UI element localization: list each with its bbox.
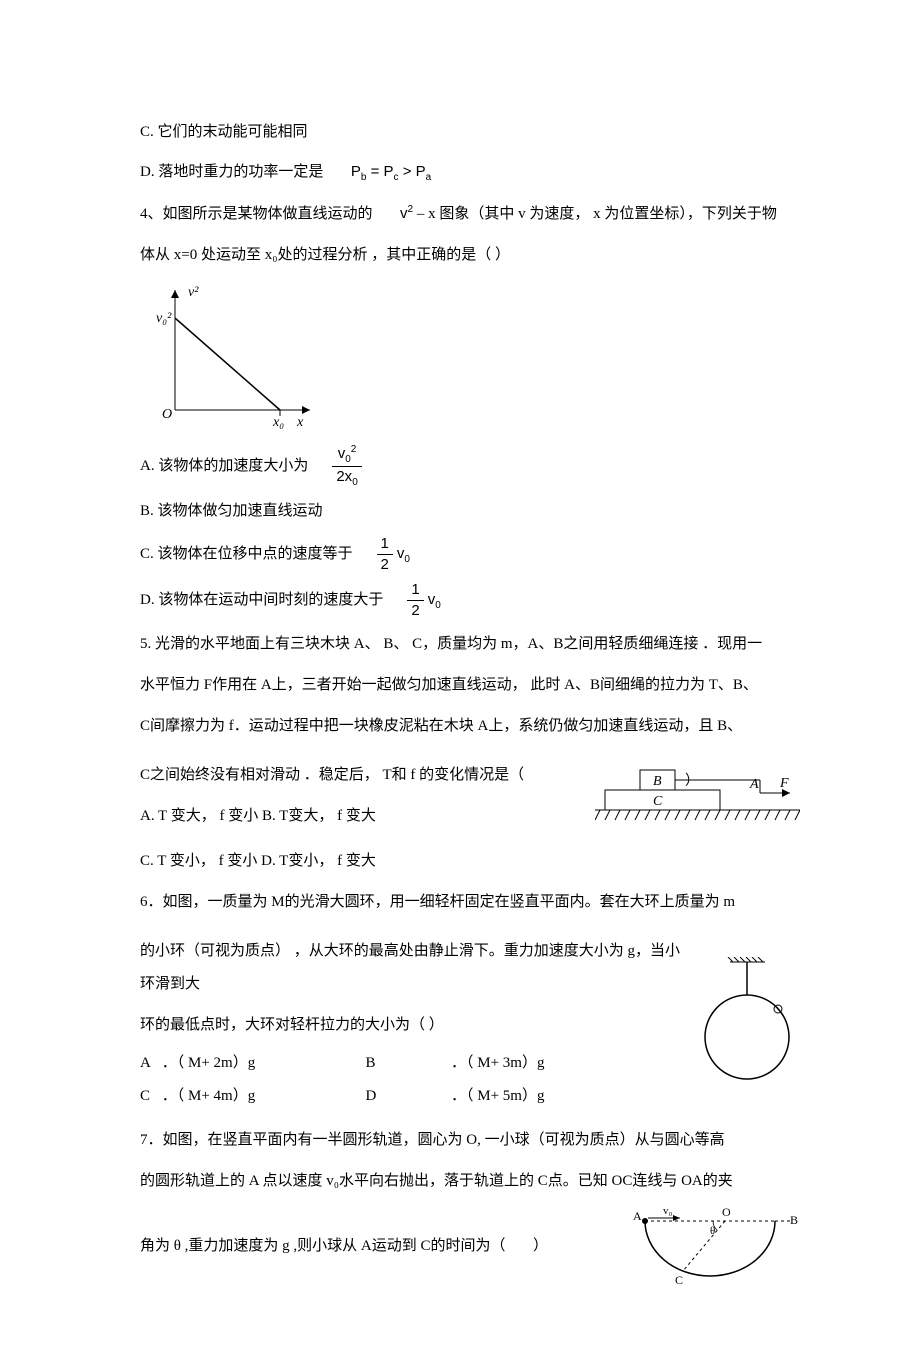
q6-line3: 环的最低点时，大环对轻杆拉力的大小为（ ） (140, 1009, 680, 1042)
q4-v-sup: 2 (408, 204, 414, 215)
q6-optd-text: ．（ M+ 5m）g (451, 1083, 544, 1110)
q7-line2: 的圆形轨道上的 A 点以速度 v₀水平向右抛出，落于轨道上的 C点。已知 OC连… (140, 1165, 800, 1198)
q5-line2: 水平恒力 F作用在 A上，三者开始一起做匀加速直线运动， 此时 A、B间细绳的拉… (140, 669, 800, 702)
q5-diagram: B C A F ） (595, 765, 800, 825)
q3-gt: > P (399, 163, 426, 180)
q7-label-o: O (722, 1206, 731, 1219)
q5-label-b: B (653, 774, 662, 789)
q4-graph-y0: v₀² (156, 311, 172, 326)
q5-line3: C间摩擦力为 f．运动过程中把一块橡皮泥粘在木块 A上，系统仍做匀加速直线运动，… (140, 710, 800, 743)
q5-option-cd: C. T 变小， f 变小 D. T变小， f 变大 (140, 845, 800, 878)
q4-stem-2: 体从 x=0 处运动至 x₀处的过程分析 ，其中正确的是（ ） (140, 239, 800, 272)
q4-x: x 为位置坐标），下列关于物 (593, 206, 777, 222)
q5-line4: C之间始终没有相对滑动 ．稳定后， T和 f 的变化情况是（ (140, 759, 585, 792)
q5-option-ab: A. T 变大， f 变小 B. T变大， f 变大 (140, 800, 585, 833)
q4-dash: – x 图象（其中 (417, 206, 515, 222)
q4-d-den: 2 (407, 601, 423, 621)
q4-c-num: 1 (377, 534, 393, 555)
q7-label-v0: v₀ (663, 1206, 673, 1217)
q4-c-sub: 0 (404, 554, 410, 565)
q3-eq: = P (366, 163, 393, 180)
q7-label-c: C (675, 1273, 683, 1286)
q6-optd-label: D (366, 1083, 384, 1110)
q5-line4-suf: ） (685, 773, 699, 789)
q4-c-den: 2 (377, 555, 393, 575)
q7-line1: 7．如图，在竖直平面内有一半圆形轨道，圆心为 O, 一小球（可视为质点）从与圆心… (140, 1124, 800, 1157)
q4-stem-pre: 4、如图所示是某物体做直线运动的 (140, 206, 373, 222)
q4-d-num: 1 (407, 580, 423, 601)
q6-opta-text: ．（ M+ 2m）g (162, 1050, 362, 1077)
q3-option-c: C. 它们的末动能可能相同 (140, 116, 800, 149)
q3-option-d: D. 落地时重力的功率一定是 Pb = Pc > Pa (140, 155, 800, 189)
q6-optb-label: B (366, 1050, 384, 1077)
q6-line1: 6．如图，一质量为 M的光滑大圆环，用一细轻杆固定在竖直平面内。套在大环上质量为… (140, 886, 800, 919)
q4-stem: 4、如图所示是某物体做直线运动的 v2 – x 图象（其中 v 为速度， x 为… (140, 197, 800, 231)
q3-pa-sub: a (426, 172, 432, 183)
q5-label-f: F (779, 776, 789, 791)
q3-pb: P (351, 163, 361, 180)
q4-graph-ylabel: v² (188, 285, 199, 300)
q6-opta-label: A (140, 1050, 158, 1077)
q4-a-den-sub: 0 (352, 477, 358, 488)
q4-option-d: D. 该物体在运动中间时刻的速度大于 1 2 v0 (140, 580, 800, 620)
q4-a-num-sub: 0 (345, 454, 351, 465)
q4-option-b: B. 该物体做匀加速直线运动 (140, 495, 800, 528)
q5-line1: 5. 光滑的水平地面上有三块木块 A、 B、 C，质量均为 m，A、B之间用轻质… (140, 628, 800, 661)
q4-a-den: 2x (336, 468, 352, 485)
q6-optb-text: ．（ M+ 3m）g (451, 1050, 544, 1077)
q4-optc-pre: C. 该物体在位移中点的速度等于 (140, 538, 353, 571)
q4-v: v (400, 205, 408, 222)
q6-optc-label: C (140, 1083, 158, 1110)
q5-label-a: A (749, 777, 759, 792)
q7-label-a: A (633, 1209, 642, 1223)
q4-d-sub: 0 (435, 600, 441, 611)
q4-graph-x0: x₀ (272, 415, 284, 430)
q4-v2: v 为速度， (518, 206, 589, 222)
q4-optd-pre: D. 该物体在运动中间时刻的速度大于 (140, 584, 383, 617)
q7-line3-suf: ） (533, 1238, 548, 1254)
q4-graph-O: O (162, 407, 172, 422)
q4-option-c: C. 该物体在位移中点的速度等于 1 2 v0 (140, 534, 800, 574)
q4-opta-pre: A. 该物体的加速度大小为 (140, 450, 308, 483)
q7-label-b: B (790, 1213, 798, 1227)
q4-graph-xlabel: x (296, 415, 304, 430)
q5-label-c: C (653, 794, 663, 809)
q7-line3-pre: 角为 θ ,重力加速度为 g ,则小球从 A运动到 C的时间为（ (140, 1238, 506, 1254)
q6-line2: 的小环（可视为质点） ，从大环的最高处由静止滑下。重力加速度大小为 g，当小环滑… (140, 935, 680, 1001)
q6-optc-text: ．（ M+ 4m）g (162, 1083, 362, 1110)
q6-diagram (690, 957, 800, 1087)
q4-a-num-sup: 2 (351, 444, 357, 455)
q7-diagram: A v₀ O B C θ (625, 1206, 800, 1286)
q5-line4-pre: C之间始终没有相对滑动 ．稳定后， T和 f 的变化情况是（ (140, 767, 524, 783)
q7-line3: 角为 θ ,重力加速度为 g ,则小球从 A运动到 C的时间为（ ） (140, 1230, 615, 1263)
q4-option-a: A. 该物体的加速度大小为 v02 2x0 (140, 443, 800, 489)
q4-graph: O v₀² v² x₀ x (150, 280, 800, 435)
q3-optd-pre: D. 落地时重力的功率一定是 (140, 164, 323, 180)
